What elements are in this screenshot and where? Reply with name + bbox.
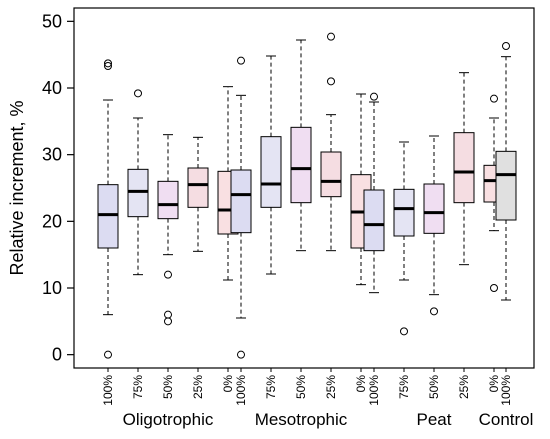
box-body [495, 150, 517, 221]
box-mesotrophic-75pct [260, 55, 282, 275]
box-mesotrophic-25pct [320, 32, 342, 252]
x-tick-label: 25% [324, 375, 338, 399]
x-tick-label: 0% [487, 375, 501, 393]
outlier-point [104, 62, 112, 70]
x-tick-label: 50% [427, 375, 441, 399]
outlier-point [490, 284, 498, 292]
y-tick-label: 30 [42, 145, 62, 165]
y-tick-label: 50 [42, 11, 62, 31]
outlier-point [502, 42, 510, 50]
box-body [157, 180, 179, 220]
box-control-100pct [495, 42, 517, 301]
box-oligotrophic-25pct [187, 136, 209, 252]
box-body [393, 188, 415, 237]
box-body [230, 169, 252, 234]
box-oligotrophic-75pct [127, 89, 149, 276]
box-peat-25pct [453, 72, 475, 266]
outlier-point [237, 56, 245, 65]
box-body [320, 151, 342, 198]
box-oligotrophic-50pct [157, 134, 179, 326]
outlier-point [104, 59, 112, 68]
outlier-point [134, 89, 142, 98]
x-axis-labels: 100% 75% 50% 25% 0% 100% 75% 50% 25% 0% 100% 75% 50%… [101, 368, 513, 406]
y-tick-label: 40 [42, 78, 62, 98]
box-body [187, 167, 209, 208]
x-tick-label: 100% [367, 375, 381, 406]
group-label: Mesotrophic [255, 410, 348, 429]
box-peat-100pct [363, 92, 385, 294]
outlier-point [400, 327, 408, 336]
outlier-point [490, 94, 498, 103]
y-tick-label: 10 [42, 278, 62, 298]
box-mesotrophic-0pct [350, 93, 372, 286]
x-tick-label: 75% [397, 375, 411, 399]
outlier-point [164, 317, 172, 326]
box-body [97, 184, 119, 249]
y-axis-label: Relative increment, % [7, 100, 27, 275]
x-tick-label: 100% [234, 375, 248, 406]
box-body [453, 132, 475, 204]
plot-frame [73, 7, 535, 369]
outlier-point [104, 350, 112, 359]
box-peat-50pct [423, 135, 445, 316]
x-tick-label: 25% [191, 375, 205, 399]
outlier-point [164, 310, 172, 319]
box-peat-75pct [393, 141, 415, 336]
x-tick-label: 75% [264, 375, 278, 399]
box-body [363, 189, 385, 252]
x-tick-label: 100% [101, 375, 115, 406]
box-body [290, 126, 312, 204]
box-body [423, 183, 445, 234]
box-body [127, 168, 149, 218]
x-tick-label: 50% [294, 375, 308, 399]
x-tick-label: 100% [499, 375, 513, 406]
boxes [97, 32, 517, 359]
outlier-point [430, 307, 438, 316]
group-label: Control [479, 410, 534, 429]
x-tick-label: 25% [457, 375, 471, 399]
box-mesotrophic-100pct [230, 56, 252, 359]
outlier-point [237, 350, 245, 359]
group-label: Oligotrophic [123, 410, 214, 429]
outlier-point [164, 270, 172, 279]
group-label: Peat [417, 410, 452, 429]
y-axis: 0 10 20 30 40 50 [42, 11, 74, 365]
x-tick-label: 75% [131, 375, 145, 399]
outlier-point [370, 92, 378, 101]
box-oligotrophic-100pct [97, 59, 119, 359]
y-tick-label: 0 [52, 345, 62, 365]
box-mesotrophic-50pct [290, 39, 312, 252]
outlier-point [327, 77, 335, 86]
x-tick-label: 50% [161, 375, 175, 399]
box-body [260, 136, 282, 208]
x-tick-label: 0% [221, 375, 235, 393]
group-labels: Oligotrophic Mesotrophic Peat Control [123, 410, 534, 429]
x-tick-label: 0% [354, 375, 368, 393]
outlier-point [327, 32, 335, 41]
y-tick-label: 20 [42, 211, 62, 231]
